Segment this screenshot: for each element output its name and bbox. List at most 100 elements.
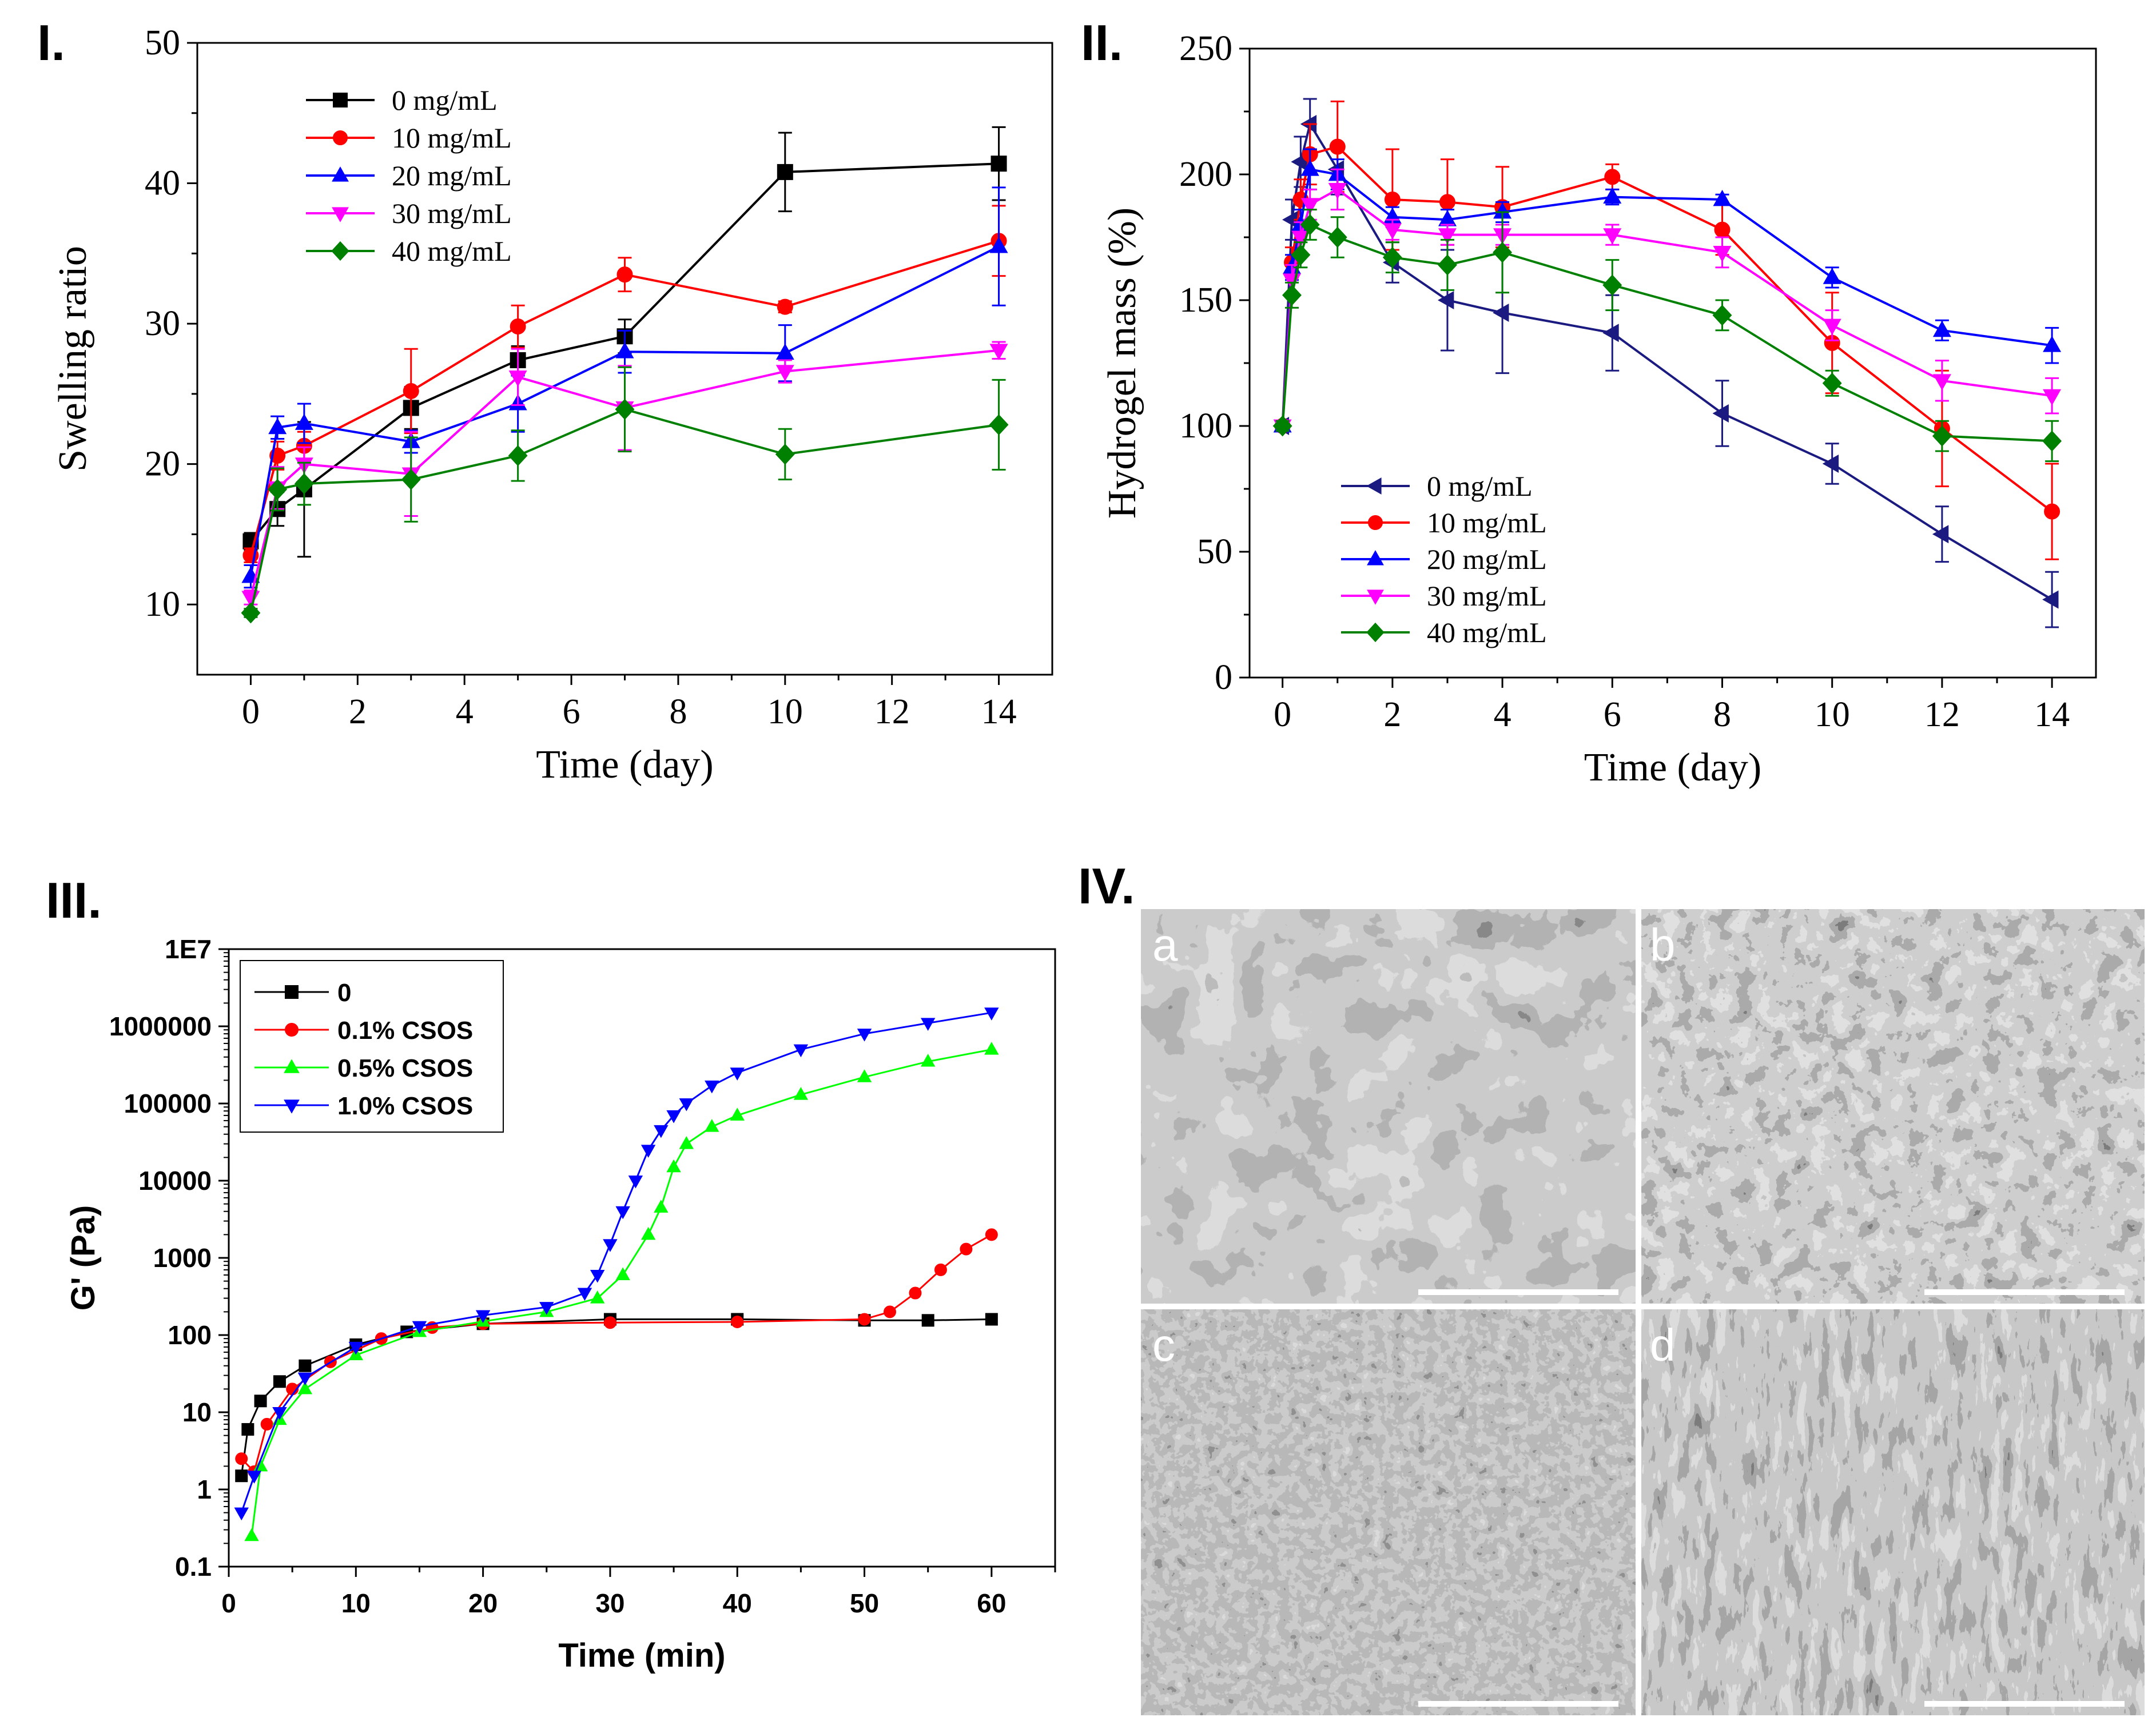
x-tick-label: 14	[2034, 695, 2070, 734]
data-point	[2043, 336, 2062, 352]
legend-marker	[332, 166, 349, 182]
data-point	[641, 1226, 656, 1240]
data-point	[1822, 372, 1842, 394]
data-point	[268, 479, 288, 500]
data-point	[1713, 190, 1732, 206]
panel-label-3: III.	[46, 872, 102, 929]
data-point	[1282, 284, 1302, 306]
x-axis-title: Time (day)	[1584, 746, 1761, 790]
legend-label: 0	[337, 979, 351, 1007]
series-0	[235, 1313, 998, 1483]
data-point	[991, 156, 1007, 172]
sem-image-grid: a b c d	[1138, 906, 2147, 1718]
panel-label-4: IV.	[1078, 858, 1135, 914]
data-point	[1384, 192, 1401, 208]
data-point	[508, 371, 527, 387]
data-point	[1493, 242, 1513, 263]
scale-bar-b	[1924, 1289, 2125, 1295]
legend-marker	[333, 130, 348, 145]
legend-label: 30 mg/mL	[392, 197, 512, 229]
data-point	[1712, 305, 1732, 326]
data-point	[615, 399, 635, 420]
legend-box	[240, 960, 504, 1133]
data-point	[654, 1125, 669, 1138]
x-tick-label: 6	[563, 692, 580, 731]
data-point	[244, 1528, 259, 1541]
data-point	[475, 1310, 491, 1324]
data-point	[989, 344, 1008, 360]
series-40-mg-ml	[1272, 209, 2062, 463]
y-tick-label: 20	[145, 445, 180, 484]
legend-marker	[285, 985, 299, 999]
x-tick-label: 2	[349, 692, 367, 731]
data-point	[1329, 138, 1346, 155]
y-axis-title: G' (Pa)	[65, 1205, 102, 1311]
data-point	[234, 1507, 249, 1521]
data-point	[884, 1305, 896, 1318]
data-point	[654, 1200, 669, 1213]
sem-image-b	[1641, 909, 2145, 1304]
legend-label: 0.1% CSOS	[337, 1017, 473, 1045]
data-point	[989, 414, 1009, 436]
data-point	[241, 602, 261, 624]
data-point	[1602, 324, 1619, 342]
x-axis-title: Time (day)	[536, 743, 713, 787]
legend-marker	[1366, 622, 1385, 643]
data-point	[989, 237, 1008, 253]
data-point	[666, 1110, 681, 1124]
legend-marker	[333, 93, 348, 107]
legend-label: 10 mg/mL	[1427, 507, 1547, 539]
legend-marker	[1367, 589, 1384, 605]
legend-label: 40 mg/mL	[392, 235, 512, 267]
legend-label: 0.5% CSOS	[337, 1054, 473, 1082]
legend-label: 40 mg/mL	[1427, 616, 1547, 648]
data-point	[1383, 223, 1402, 240]
x-tick-label: 20	[468, 1588, 498, 1618]
data-point	[1438, 228, 1457, 245]
series-0-1-csos	[235, 1228, 998, 1478]
data-point	[508, 445, 528, 467]
data-point	[246, 1471, 262, 1484]
data-point	[268, 417, 287, 435]
data-point	[984, 1042, 999, 1055]
y-tick-label: 200	[1179, 155, 1232, 194]
legend: 0 mg/mL 10 mg/mL 20 mg/mL 30 mg/mL 40 mg/mL	[306, 84, 512, 267]
data-point	[1437, 290, 1454, 310]
storage-modulus-chart: 0 10 20 30 40 50 60 0.1 1 10 100 1000 10000 100000 100…	[65, 934, 1056, 1674]
x-tick-label: 6	[1604, 695, 1621, 734]
data-point	[775, 343, 794, 360]
sem-label-d: d	[1650, 1320, 1676, 1371]
x-tick-label: 10	[767, 692, 803, 731]
series-1-0-csos	[234, 1007, 999, 1521]
data-point	[775, 444, 795, 465]
data-point	[1932, 525, 1949, 544]
y-tick-label: 1E7	[165, 934, 212, 964]
y-tick-label: 150	[1179, 281, 1232, 320]
hydrogel-mass-chart: 0 2 4 6 8 10 12 14 0 50 100 150 200 250 Time (day) Hydr…	[1100, 29, 2097, 790]
data-point	[1291, 244, 1311, 266]
data-point	[1439, 194, 1455, 210]
data-point	[577, 1288, 592, 1301]
x-tick-label: 12	[1924, 695, 1960, 734]
x-tick-label: 0	[221, 1588, 236, 1618]
data-point	[590, 1290, 605, 1304]
data-point	[401, 469, 421, 491]
sem-image-c	[1141, 1309, 1636, 1715]
legend-marker	[1368, 515, 1383, 530]
data-point	[1714, 221, 1731, 238]
data-point	[1932, 425, 1952, 447]
sem-label-c: c	[1152, 1320, 1175, 1371]
legend-marker	[1367, 550, 1384, 565]
data-point	[272, 1407, 287, 1420]
data-point	[1328, 183, 1347, 200]
scale-bar-d	[1924, 1701, 2125, 1707]
x-tick-label: 8	[1713, 695, 1731, 734]
data-point	[1823, 268, 1841, 284]
sem-label-a: a	[1152, 919, 1178, 970]
data-point	[793, 1087, 809, 1100]
data-point	[539, 1302, 554, 1315]
data-point	[348, 1341, 364, 1355]
series-line	[241, 1234, 992, 1473]
data-point	[1603, 187, 1622, 204]
data-point	[1300, 160, 1319, 176]
